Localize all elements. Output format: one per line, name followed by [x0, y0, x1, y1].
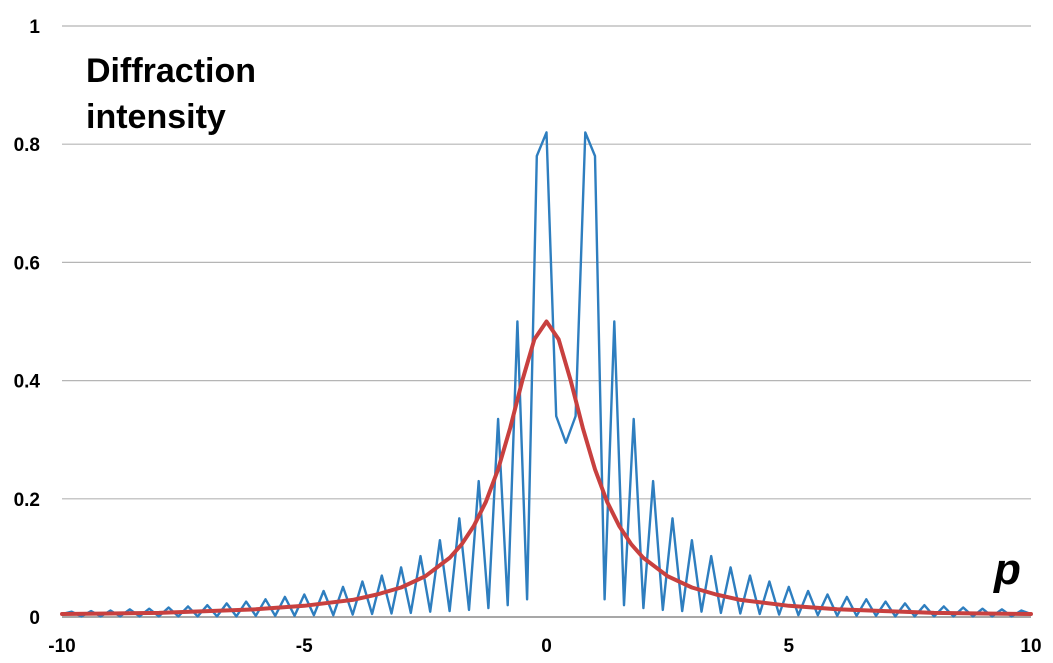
y-axis-label: Diffraction intensity — [86, 52, 265, 136]
series-line-red — [60, 319, 1033, 616]
y-tick-label: 0.2 — [14, 490, 40, 511]
y-tick-label: 0 — [29, 608, 40, 629]
series-line-blue — [60, 131, 1033, 618]
series-lines — [60, 131, 1033, 618]
x-tick-label: -5 — [296, 636, 313, 657]
x-tick-labels: -10 -5 0 5 10 — [48, 636, 1041, 657]
y-tick-label: 1 — [29, 17, 40, 38]
x-tick-label: -10 — [48, 636, 75, 657]
y-axis-label-line-1: Diffraction — [86, 52, 256, 90]
y-tick-labels: 0 0.2 0.4 0.6 0.8 1 — [14, 17, 41, 629]
x-tick-label: 0 — [541, 636, 552, 657]
x-tick-label: 5 — [783, 636, 794, 657]
y-tick-label: 0.6 — [14, 253, 40, 274]
x-axis-label: p — [993, 545, 1021, 594]
y-axis-label-line-2: intensity — [86, 98, 226, 136]
y-tick-label: 0.4 — [14, 372, 41, 393]
y-tick-label: 0.8 — [14, 135, 40, 156]
x-tick-label: 10 — [1020, 636, 1041, 657]
